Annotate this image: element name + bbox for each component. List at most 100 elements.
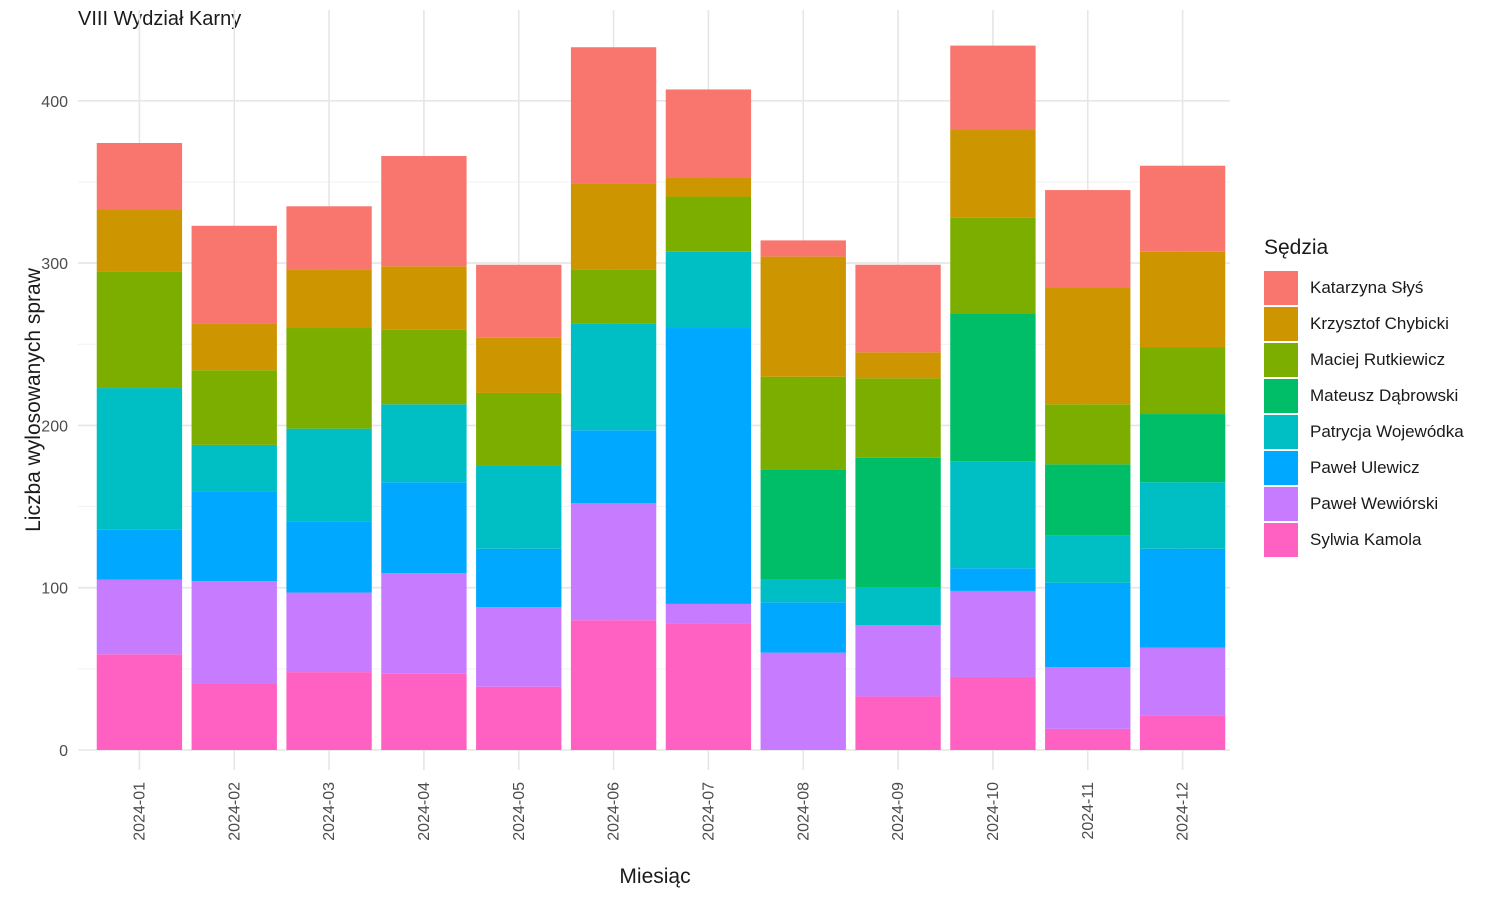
bar-segment <box>1139 548 1226 648</box>
bar-segment <box>570 620 657 750</box>
legend-items: Katarzyna Słyś Krzysztof Chybicki Maciej R… <box>1264 270 1464 558</box>
bar-segment <box>286 428 372 522</box>
x-tick-label: 2024-10 <box>985 782 1002 841</box>
bar-segment <box>1045 404 1131 465</box>
bar-segment <box>950 130 1036 218</box>
legend-label: Katarzyna Słyś <box>1310 278 1424 297</box>
bar-segment <box>381 266 467 330</box>
legend-item: Maciej Rutkiewicz <box>1264 342 1464 378</box>
bar-segment <box>96 529 183 580</box>
legend-swatch <box>1264 307 1298 341</box>
bar-segment <box>760 240 846 257</box>
bar-segment <box>96 579 183 655</box>
y-tick-label: 400 <box>41 94 68 111</box>
legend-label: Paweł Wewiórski <box>1310 494 1439 513</box>
chart-title: VIII Wydział Karny <box>78 8 242 30</box>
bar-segment <box>1045 464 1131 536</box>
x-tick-label: 2024-07 <box>700 782 717 841</box>
bar-segment <box>855 457 941 588</box>
bar-segment <box>950 461 1036 569</box>
bar-segment <box>665 623 752 750</box>
bar-segment <box>381 482 467 574</box>
legend-item: Katarzyna Słyś <box>1264 270 1464 306</box>
bar-segment <box>381 155 467 267</box>
legend-swatch <box>1264 343 1298 377</box>
bar-segment <box>381 673 467 750</box>
bar-segment <box>381 329 467 405</box>
bar-segment <box>665 177 752 197</box>
bar-segment <box>570 430 657 504</box>
y-tick-label: 100 <box>41 581 68 598</box>
bar-segment <box>1139 251 1226 348</box>
legend-swatch <box>1264 271 1298 305</box>
bar-segment <box>286 206 372 270</box>
bar-segment <box>1139 165 1226 252</box>
bar-segment <box>855 587 941 626</box>
bar-segment <box>476 264 562 338</box>
bar-segment <box>476 392 562 466</box>
bar-segment <box>570 183 657 270</box>
bar-segment <box>96 388 183 530</box>
bar-segment <box>570 269 657 324</box>
x-tick-label: 2024-05 <box>511 782 528 841</box>
bar-segment <box>570 503 657 621</box>
bar-segment <box>191 491 277 582</box>
bar-segment <box>1045 667 1131 729</box>
x-axis-label: Miesiąc <box>619 865 691 888</box>
bar-segment <box>1139 414 1226 483</box>
bar-segment <box>1045 582 1131 668</box>
bar-segment <box>191 323 277 371</box>
bar-segment <box>950 590 1036 677</box>
bar-segment <box>760 579 846 603</box>
bar-segment <box>665 328 752 604</box>
bar-segment <box>191 370 277 445</box>
bar-segment <box>1139 347 1226 415</box>
bar-segment <box>855 352 941 379</box>
x-tick-label: 2024-11 <box>1080 782 1097 840</box>
legend-item: Mateusz Dąbrowski <box>1264 378 1464 414</box>
bar-segment <box>286 521 372 593</box>
x-tick-label: 2024-04 <box>416 782 433 841</box>
bar-segment <box>855 625 941 697</box>
bar-segment <box>191 581 277 684</box>
legend-label: Maciej Rutkiewicz <box>1310 350 1446 369</box>
legend-swatch <box>1264 379 1298 413</box>
bar-segment <box>1045 535 1131 583</box>
legend-swatch <box>1264 415 1298 449</box>
y-tick-label: 300 <box>41 256 68 273</box>
bar-segment <box>191 225 277 324</box>
bar-segment <box>286 269 372 329</box>
bar-segment <box>950 568 1036 591</box>
bar-segment <box>760 469 846 580</box>
x-tick-label: 2024-01 <box>131 782 148 841</box>
x-tick-label: 2024-08 <box>795 782 812 841</box>
bar-segment <box>476 465 562 549</box>
bar-segment <box>1139 715 1226 750</box>
bar-segment <box>476 607 562 687</box>
legend-label: Patrycja Wojewódka <box>1310 422 1464 441</box>
bar-segment <box>760 602 846 653</box>
bar-segment <box>476 686 562 750</box>
x-tick-label: 2024-02 <box>226 782 243 841</box>
bar-segment <box>760 376 846 470</box>
bar-segment <box>855 264 941 353</box>
legend: Sędzia Katarzyna Słyś Krzysztof Chybicki M… <box>1264 236 1464 558</box>
x-tick-label: 2024-09 <box>890 782 907 841</box>
legend-label: Paweł Ulewicz <box>1310 458 1420 477</box>
bar-segment <box>665 603 752 624</box>
bar-segment <box>286 328 372 429</box>
bar-segment <box>570 323 657 431</box>
bar-segment <box>665 196 752 252</box>
legend-label: Sylwia Kamola <box>1310 530 1422 549</box>
legend-label: Krzysztof Chybicki <box>1310 314 1449 333</box>
x-tick-label: 2024-03 <box>321 782 338 841</box>
legend-item: Paweł Ulewicz <box>1264 450 1464 486</box>
bar-segment <box>760 652 846 750</box>
x-tick-label: 2024-06 <box>606 782 623 841</box>
legend-swatch <box>1264 487 1298 521</box>
bar-segment <box>855 378 941 458</box>
legend-title: Sędzia <box>1264 236 1329 259</box>
legend-label: Mateusz Dąbrowski <box>1310 386 1459 405</box>
bar-segment <box>950 676 1036 750</box>
bar-segment <box>286 592 372 673</box>
